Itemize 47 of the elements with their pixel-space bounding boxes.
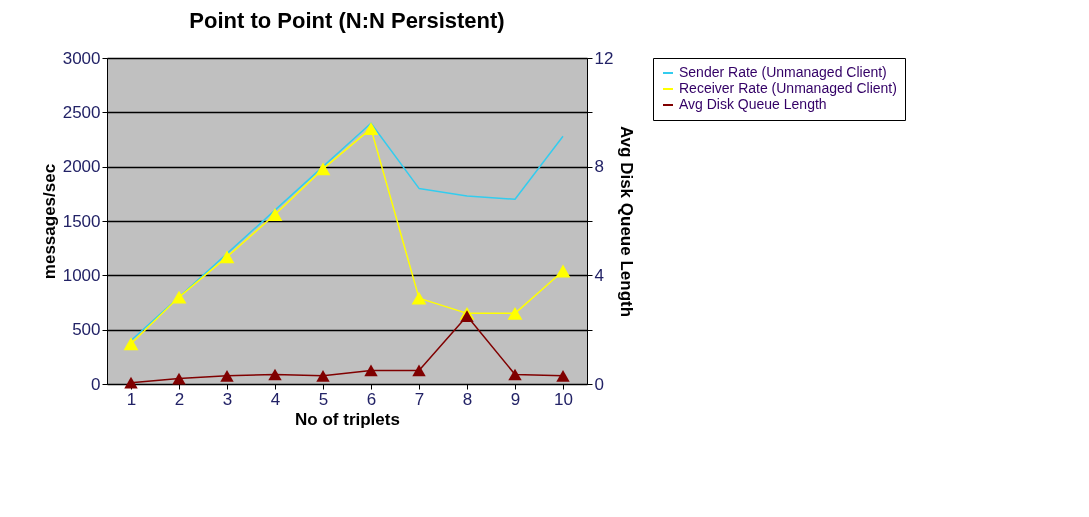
- y-tick-label: 0: [91, 374, 101, 394]
- point: [315, 162, 331, 176]
- y-tick-label: 1000: [62, 265, 101, 285]
- x-tick-label: 2: [174, 389, 185, 409]
- x-tick-label: 4: [270, 389, 281, 409]
- point: [268, 368, 282, 381]
- x-tick-label: 6: [366, 389, 377, 409]
- point: [411, 291, 427, 305]
- point: [556, 370, 570, 382]
- y2-tick-label: 8: [594, 157, 604, 177]
- x-tick-label: 1: [126, 389, 137, 409]
- point: [363, 122, 379, 136]
- point: [316, 370, 330, 382]
- x-axis-title: No of triplets: [295, 409, 400, 429]
- x-tick-label: 5: [318, 389, 329, 409]
- point: [123, 337, 139, 351]
- y-tick-label: 2000: [62, 157, 101, 177]
- y2-tick-label: 4: [594, 265, 604, 285]
- y2-tick-label: 0: [594, 374, 604, 394]
- x-tick-label: 10: [554, 389, 573, 409]
- point: [555, 264, 571, 278]
- point: [508, 368, 522, 381]
- y-tick-label: 1500: [62, 211, 101, 231]
- point: [412, 364, 426, 377]
- y-tick-label: 3000: [62, 48, 101, 68]
- point: [267, 208, 283, 221]
- x-tick-label: 3: [222, 389, 233, 409]
- point: [460, 310, 474, 322]
- x-tick-label: 7: [414, 389, 425, 409]
- legend-label: Receiver Rate (Unmanaged Client): [679, 80, 897, 96]
- point: [507, 306, 523, 320]
- point: [172, 372, 186, 385]
- y-tick-label: 500: [72, 320, 101, 340]
- chart-title: Point to Point (N:N Persistent): [189, 8, 505, 33]
- y-tick-label: 2500: [62, 102, 101, 122]
- y-axis-title: messages/sec: [39, 163, 59, 280]
- x-tick-label: 8: [462, 389, 473, 409]
- point: [171, 290, 187, 304]
- legend-label: Sender Rate (Unmanaged Client): [679, 64, 887, 80]
- x-tick-label: 9: [510, 389, 521, 409]
- legend-label: Avg Disk Queue Length: [679, 96, 827, 112]
- point: [219, 250, 235, 264]
- y2-tick-label: 12: [594, 48, 614, 68]
- point: [124, 376, 138, 389]
- point: [364, 364, 378, 377]
- y2-axis-title: Avg Disk Queue Length: [617, 125, 637, 318]
- point: [220, 370, 234, 382]
